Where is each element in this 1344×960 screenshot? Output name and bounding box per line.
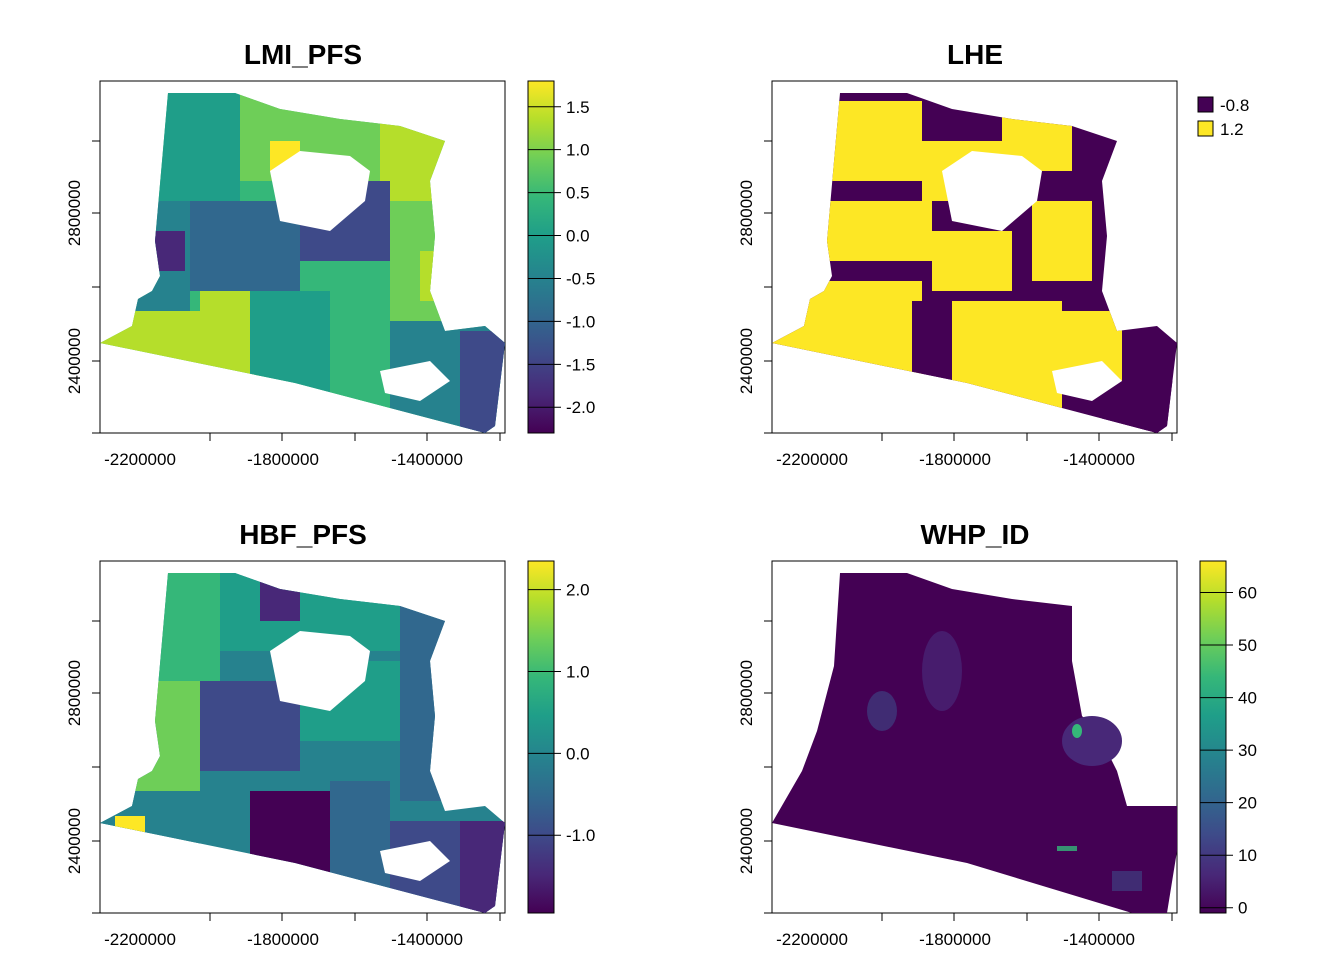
x-tick-label: -1400000 bbox=[1063, 450, 1135, 469]
y-tick-label: 2400000 bbox=[65, 808, 84, 874]
colorbar-label: -2.0 bbox=[566, 398, 595, 417]
y-tick-label: 2800000 bbox=[737, 180, 756, 246]
colorbar-label: 1.0 bbox=[566, 141, 590, 160]
colorbar bbox=[1199, 560, 1227, 914]
x-tick-label: -1800000 bbox=[919, 450, 991, 469]
colorbar-label: 1.5 bbox=[566, 98, 590, 117]
x-tick-label: -2200000 bbox=[776, 930, 848, 949]
x-tick-label: -2200000 bbox=[776, 450, 848, 469]
y-tick-label: 2400000 bbox=[65, 328, 84, 394]
x-tick-label: -2200000 bbox=[104, 930, 176, 949]
legend: 60 50 40 30 20 10 0 bbox=[1199, 560, 1257, 918]
legend: 1.5 1.0 0.5 0.0 -0.5 -1.0 -1.5 -2.0 bbox=[527, 80, 595, 434]
x-tick-label: -1400000 bbox=[391, 930, 463, 949]
colorbar-label: 40 bbox=[1238, 689, 1257, 708]
x-tick-label: -2200000 bbox=[104, 450, 176, 469]
no-data-area bbox=[380, 841, 450, 881]
y-tick-label: 2400000 bbox=[737, 808, 756, 874]
y-tick-label: 2800000 bbox=[65, 180, 84, 246]
axes: -2200000 -1800000 -1400000 2800000 2400000 bbox=[737, 140, 1173, 469]
colorbar-label: 20 bbox=[1238, 794, 1257, 813]
x-tick-label: -1400000 bbox=[391, 450, 463, 469]
panel-whp-id: WHP_ID -2200000 -1800000 -1400000 2800000 24… bbox=[737, 519, 1257, 949]
panel-title: HBF_PFS bbox=[239, 519, 367, 550]
legend-swatch bbox=[1197, 120, 1214, 137]
panel-lmi-pfs: LMI_PFS -2200000 -1800000 -1400000 2800000 2… bbox=[65, 39, 595, 469]
colorbar-label: -0.5 bbox=[566, 269, 595, 288]
axes: -2200000 -1800000 -1400000 2800000 2400000 bbox=[65, 140, 501, 469]
panel-lhe: LHE -2200000 -1800000 -1400000 2800000 24000… bbox=[737, 39, 1249, 469]
x-tick-label: -1800000 bbox=[247, 930, 319, 949]
colorbar-label: 0.0 bbox=[566, 744, 590, 763]
colorbar-label: 0.0 bbox=[566, 227, 590, 246]
colorbar-label: -1.5 bbox=[566, 355, 595, 374]
no-data-area bbox=[270, 631, 370, 711]
colorbar-label: -1.0 bbox=[566, 312, 595, 331]
colorbar-label: 0 bbox=[1238, 899, 1247, 918]
legend: 2.0 1.0 0.0 -1.0 bbox=[527, 560, 595, 914]
axes: -2200000 -1800000 -1400000 2800000 2400000 bbox=[65, 620, 501, 949]
map-raster bbox=[772, 573, 1177, 913]
panel-title: LMI_PFS bbox=[244, 39, 362, 70]
plot-frame bbox=[771, 80, 1178, 434]
colorbar-label: -1.0 bbox=[566, 826, 595, 845]
colorbar-label: 10 bbox=[1238, 846, 1257, 865]
y-tick-label: 2800000 bbox=[65, 660, 84, 726]
colorbar bbox=[527, 560, 555, 914]
x-tick-label: -1800000 bbox=[919, 930, 991, 949]
colorbar-label: 50 bbox=[1238, 636, 1257, 655]
plot-frame bbox=[99, 560, 506, 914]
legend-swatch bbox=[1197, 96, 1214, 113]
no-data-area bbox=[1052, 361, 1122, 401]
panel-hbf-pfs: HBF_PFS -2200000 -1800000 -1400000 2800000 2… bbox=[65, 519, 595, 949]
panel-title: WHP_ID bbox=[921, 519, 1030, 550]
colorbar-label: 60 bbox=[1238, 584, 1257, 603]
colorbar-label: 0.5 bbox=[566, 184, 590, 203]
plot-frame bbox=[771, 560, 1178, 914]
y-tick-label: 2800000 bbox=[737, 660, 756, 726]
no-data-area bbox=[270, 151, 370, 231]
plot-frame bbox=[99, 80, 506, 434]
axes: -2200000 -1800000 -1400000 2800000 2400000 bbox=[737, 620, 1173, 949]
x-tick-label: -1800000 bbox=[247, 450, 319, 469]
colorbar-label: 2.0 bbox=[566, 581, 590, 600]
legend: -0.8 1.2 bbox=[1197, 96, 1249, 139]
colorbar-label: 30 bbox=[1238, 741, 1257, 760]
x-tick-label: -1400000 bbox=[1063, 930, 1135, 949]
panel-title: LHE bbox=[947, 39, 1003, 70]
colorbar-label: 1.0 bbox=[566, 663, 590, 682]
no-data-area bbox=[942, 151, 1042, 231]
legend-label: -0.8 bbox=[1220, 96, 1249, 115]
y-tick-label: 2400000 bbox=[737, 328, 756, 394]
no-data-area bbox=[380, 361, 450, 401]
colorbar bbox=[527, 80, 555, 434]
legend-label: 1.2 bbox=[1220, 120, 1244, 139]
